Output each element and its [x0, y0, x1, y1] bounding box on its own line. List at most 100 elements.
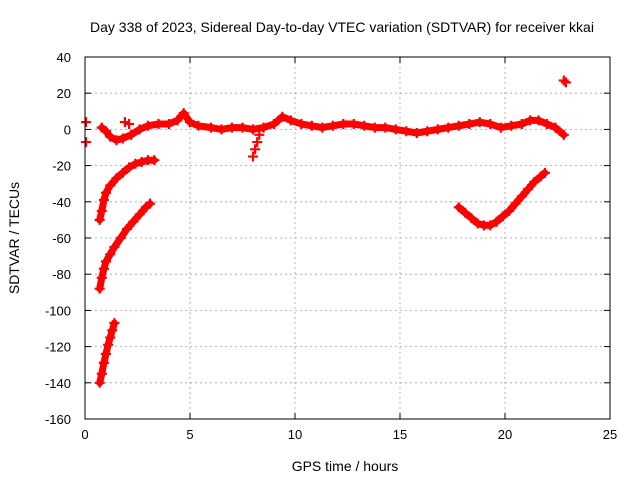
data-point — [390, 124, 401, 135]
data-point — [277, 111, 288, 122]
data-point — [485, 220, 496, 231]
data-point — [81, 137, 92, 148]
data-point — [101, 187, 111, 198]
data-point — [98, 263, 109, 274]
data-point — [237, 122, 248, 133]
data-point — [506, 120, 517, 131]
data-point — [122, 223, 132, 234]
data-point — [422, 126, 433, 137]
data-point — [227, 122, 237, 133]
data-point — [317, 122, 328, 133]
data-point — [117, 167, 128, 178]
data-point — [560, 77, 571, 88]
data-point — [81, 117, 92, 128]
data-point — [380, 122, 391, 133]
data-point — [558, 129, 569, 140]
y-tick-label: -20 — [52, 159, 71, 174]
y-tick-label: -140 — [45, 376, 71, 391]
data-point — [359, 120, 370, 131]
data-point — [533, 115, 544, 126]
data-point — [510, 198, 521, 209]
data-point — [124, 162, 135, 173]
y-tick-label: 20 — [57, 86, 71, 101]
data-point — [101, 256, 111, 267]
series-main-band — [96, 108, 569, 146]
y-tick-label: -100 — [45, 303, 71, 318]
data-point — [432, 124, 443, 135]
data-point — [348, 118, 359, 129]
chart-title: Day 338 of 2023, Sidereal Day-to-day VTE… — [90, 19, 594, 35]
data-point — [485, 118, 496, 129]
data-point — [136, 156, 147, 167]
x-tick-label: 10 — [288, 427, 302, 442]
data-point — [525, 115, 536, 126]
data-point — [105, 249, 116, 260]
data-point — [296, 118, 307, 129]
data-point — [101, 348, 111, 359]
x-tick-label: 5 — [186, 427, 193, 442]
data-point — [109, 318, 120, 329]
data-point — [134, 124, 145, 135]
data-point — [124, 118, 135, 129]
data-point — [269, 118, 279, 129]
x-tick-label: 20 — [498, 427, 512, 442]
data-point — [105, 332, 116, 343]
data-point — [464, 118, 475, 129]
y-tick-label: -120 — [45, 340, 71, 355]
data-point — [149, 155, 160, 166]
data-point — [143, 120, 153, 131]
data-point — [216, 124, 227, 135]
data-point — [491, 216, 502, 227]
data-point — [111, 173, 122, 184]
data-point — [411, 128, 422, 139]
data-point — [96, 272, 107, 283]
data-point — [128, 216, 139, 227]
y-tick-label: -60 — [52, 231, 71, 246]
data-point — [504, 205, 515, 216]
series-bottom-segment — [94, 318, 120, 388]
data-point — [248, 151, 258, 162]
data-point — [466, 213, 477, 224]
data-point — [145, 198, 156, 209]
y-axis-label: SDTVAR / TECUs — [6, 182, 22, 294]
data-point — [252, 137, 263, 148]
data-point — [285, 115, 296, 126]
data-point — [474, 117, 485, 128]
data-point — [130, 158, 141, 169]
data-point — [109, 242, 120, 253]
series-upper-curve — [94, 155, 160, 225]
data-point — [103, 339, 114, 350]
data-point — [495, 122, 506, 133]
data-point — [98, 357, 109, 368]
data-point — [115, 233, 126, 243]
data-point — [94, 214, 105, 225]
data-point — [248, 124, 258, 135]
data-point — [94, 377, 105, 388]
x-tick-label: 0 — [81, 427, 88, 442]
data-point — [327, 120, 338, 131]
data-point — [153, 118, 164, 129]
x-tick-label: 15 — [393, 427, 407, 442]
data-point — [523, 184, 534, 195]
data-point — [107, 325, 118, 336]
data-point — [369, 122, 380, 133]
data-point — [443, 122, 454, 133]
y-tick-label: 0 — [64, 122, 71, 137]
data-point — [401, 126, 412, 137]
data-point — [178, 108, 189, 119]
y-tick-label: -80 — [52, 267, 71, 282]
data-point — [338, 118, 349, 129]
data-point — [550, 122, 561, 133]
y-tick-label: -40 — [52, 195, 71, 210]
y-tick-label: 40 — [57, 50, 71, 65]
data-point — [185, 117, 195, 128]
series-outliers — [81, 75, 571, 162]
x-tick-label: 25 — [603, 427, 617, 442]
data-point — [472, 218, 483, 229]
data-layer — [81, 75, 571, 388]
data-point — [250, 144, 261, 155]
series-late-curve — [453, 167, 550, 231]
data-point — [117, 133, 128, 144]
